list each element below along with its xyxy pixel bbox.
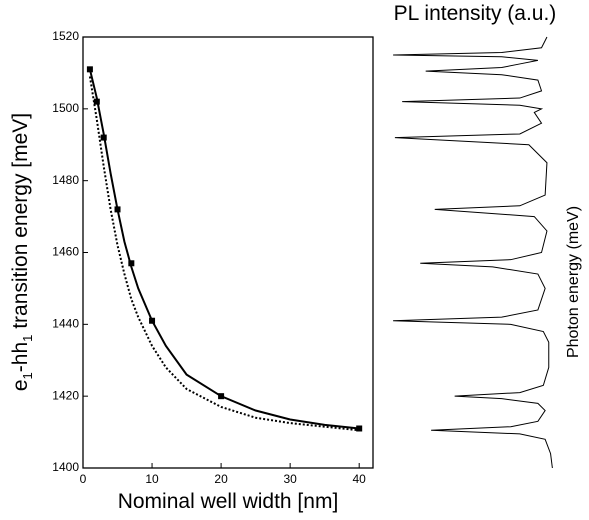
y-tick-label: 1500 bbox=[52, 101, 79, 115]
y-tick-label: 1480 bbox=[52, 173, 79, 187]
y-tick-label: 1520 bbox=[52, 29, 79, 43]
pl-title: PL intensity (a.u.) bbox=[394, 2, 557, 25]
y-tick-label: 1460 bbox=[52, 245, 79, 259]
x-tick-label: 40 bbox=[353, 472, 367, 486]
x-axis-label: Nominal well width [nm] bbox=[118, 490, 339, 513]
data-point bbox=[356, 425, 363, 432]
x-tick-label: 20 bbox=[214, 472, 228, 486]
dotted-curve bbox=[88, 76, 360, 432]
frame-area bbox=[83, 37, 556, 468]
pl-spectrum bbox=[393, 36, 553, 469]
y-label-part: e bbox=[9, 379, 32, 391]
y-label-part: -hh bbox=[9, 342, 32, 372]
solid-curve bbox=[88, 69, 360, 430]
y-label-sub: 1 bbox=[20, 335, 35, 342]
x-tick-label: 30 bbox=[283, 472, 297, 486]
right-axis-label: Photon energy (meV) bbox=[565, 206, 582, 358]
y-tick-label: 1400 bbox=[52, 460, 79, 474]
y-label-part: transition energy [meV] bbox=[9, 113, 32, 335]
y-label-sub: 1 bbox=[20, 372, 35, 379]
x-tick-label: 10 bbox=[145, 472, 159, 486]
y-tick-label: 1440 bbox=[52, 317, 79, 331]
y-axis-label: e1-hh1 transition energy [meV] bbox=[9, 113, 35, 391]
x-tick-label: 0 bbox=[80, 472, 87, 486]
y-tick-label: 1420 bbox=[52, 388, 79, 402]
